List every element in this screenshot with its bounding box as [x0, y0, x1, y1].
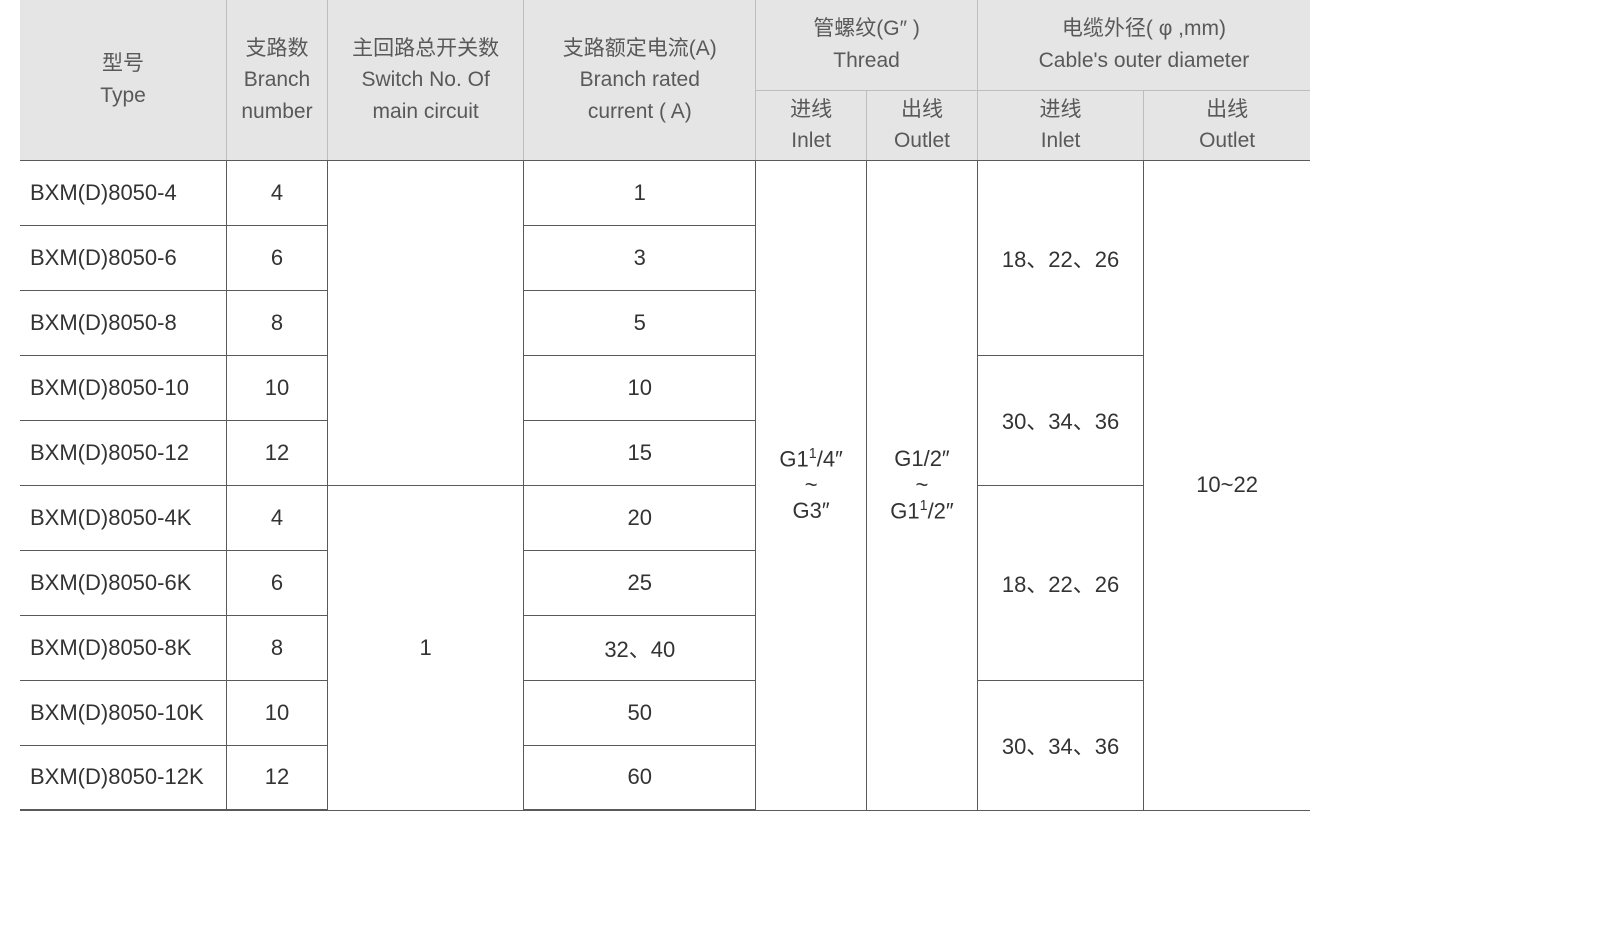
- hdr-cable-inlet: 进线 Inlet: [977, 90, 1143, 160]
- hdr-cable-cn: 电缆外径( φ ,mm): [1062, 17, 1226, 40]
- hdr-outlet-cn: 出线: [901, 98, 943, 121]
- hdr-rated: 支路额定电流(A) Branch rated current ( A): [524, 0, 756, 160]
- cell-type: BXM(D)8050-4: [20, 160, 227, 225]
- cell-rated: 15: [524, 420, 756, 485]
- hdr-cable: 电缆外径( φ ,mm) Cable's outer diameter: [977, 0, 1310, 90]
- table-body: BXM(D)8050-4 4 1 G11/4″ ~ G3″ G1/2″ ~ G1…: [20, 160, 1310, 810]
- cell-rated: 20: [524, 485, 756, 550]
- cell-rated: 5: [524, 290, 756, 355]
- hdr-type: 型号 Type: [20, 0, 227, 160]
- hdr-rated-en2: current ( A): [588, 100, 692, 123]
- hdr-outlet-cn2: 出线: [1206, 98, 1248, 121]
- cell-branch: 8: [227, 290, 328, 355]
- spec-table-container: 型号 Type 支路数 Branch number 主回路总开关数 Switch…: [0, 0, 1616, 811]
- thread-outlet-p1: G1/2″: [894, 446, 949, 471]
- cell-branch: 4: [227, 160, 328, 225]
- hdr-inlet-en2: Inlet: [1041, 129, 1081, 152]
- cell-type: BXM(D)8050-6K: [20, 550, 227, 615]
- cell-type: BXM(D)8050-6: [20, 225, 227, 290]
- hdr-switch-en2: main circuit: [373, 100, 479, 123]
- hdr-switch: 主回路总开关数 Switch No. Of main circuit: [327, 0, 524, 160]
- cell-rated: 32、40: [524, 615, 756, 680]
- hdr-inlet-en: Inlet: [791, 129, 831, 152]
- hdr-switch-en1: Switch No. Of: [361, 68, 489, 91]
- cell-branch: 12: [227, 745, 328, 810]
- cell-branch: 10: [227, 680, 328, 745]
- cell-branch: 12: [227, 420, 328, 485]
- thread-inlet-p1: G1: [779, 446, 808, 471]
- cell-branch: 6: [227, 225, 328, 290]
- cell-cable-inlet-a: 18、22、26: [977, 160, 1143, 355]
- cell-rated: 3: [524, 225, 756, 290]
- hdr-outlet-en: Outlet: [894, 129, 950, 152]
- hdr-cable-outlet: 出线 Outlet: [1144, 90, 1310, 160]
- cell-switch-bottom: 1: [327, 485, 524, 810]
- hdr-rated-cn: 支路额定电流(A): [563, 37, 717, 60]
- cell-rated: 25: [524, 550, 756, 615]
- cell-rated: 60: [524, 745, 756, 810]
- cell-branch: 4: [227, 485, 328, 550]
- hdr-inlet-cn2: 进线: [1040, 98, 1082, 121]
- cell-rated: 50: [524, 680, 756, 745]
- cell-type: BXM(D)8050-10: [20, 355, 227, 420]
- hdr-branch-en2: number: [241, 100, 312, 123]
- hdr-branch-cn: 支路数: [245, 37, 308, 60]
- cell-type: BXM(D)8050-12K: [20, 745, 227, 810]
- hdr-thread: 管螺纹(G″ ) Thread: [756, 0, 978, 90]
- cell-branch: 8: [227, 615, 328, 680]
- hdr-thread-en: Thread: [833, 49, 900, 72]
- hdr-branch: 支路数 Branch number: [227, 0, 328, 160]
- thread-inlet-p2: /4″: [817, 446, 843, 471]
- cell-cable-inlet-c: 18、22、26: [977, 485, 1143, 680]
- hdr-outlet-en2: Outlet: [1199, 129, 1255, 152]
- cell-switch-top: [327, 160, 524, 485]
- cell-cable-outlet: 10~22: [1144, 160, 1310, 810]
- cell-type: BXM(D)8050-4K: [20, 485, 227, 550]
- cell-rated: 10: [524, 355, 756, 420]
- hdr-type-en: Type: [100, 84, 146, 107]
- hdr-inlet-cn: 进线: [790, 98, 832, 121]
- table-row: BXM(D)8050-10K 10 50 30、34、36: [20, 680, 1310, 745]
- hdr-branch-en1: Branch: [244, 68, 311, 91]
- cell-type: BXM(D)8050-8K: [20, 615, 227, 680]
- spec-table: 型号 Type 支路数 Branch number 主回路总开关数 Switch…: [20, 0, 1310, 811]
- hdr-type-cn: 型号: [102, 52, 144, 75]
- hdr-rated-en1: Branch rated: [580, 68, 700, 91]
- hdr-thread-inlet: 进线 Inlet: [756, 90, 867, 160]
- thread-outlet-p3a: G1: [890, 498, 919, 523]
- cell-type: BXM(D)8050-10K: [20, 680, 227, 745]
- thread-inlet-sup: 1: [809, 446, 817, 462]
- cell-type: BXM(D)8050-8: [20, 290, 227, 355]
- cell-type: BXM(D)8050-12: [20, 420, 227, 485]
- table-header: 型号 Type 支路数 Branch number 主回路总开关数 Switch…: [20, 0, 1310, 160]
- thread-outlet-tilde: ~: [916, 472, 929, 497]
- thread-outlet-p3b: /2″: [928, 498, 954, 523]
- cell-thread-inlet: G11/4″ ~ G3″: [756, 160, 867, 810]
- hdr-thread-cn: 管螺纹(G″ ): [813, 17, 920, 40]
- hdr-switch-cn: 主回路总开关数: [352, 37, 499, 60]
- cell-branch: 6: [227, 550, 328, 615]
- cell-branch: 10: [227, 355, 328, 420]
- hdr-cable-en: Cable's outer diameter: [1039, 49, 1250, 72]
- cell-cable-inlet-b: 30、34、36: [977, 355, 1143, 485]
- cell-rated: 1: [524, 160, 756, 225]
- hdr-thread-outlet: 出线 Outlet: [867, 90, 978, 160]
- cell-thread-outlet: G1/2″ ~ G11/2″: [867, 160, 978, 810]
- thread-outlet-sup: 1: [920, 498, 928, 514]
- thread-inlet-tilde: ~: [805, 472, 818, 497]
- table-row: BXM(D)8050-4 4 1 G11/4″ ~ G3″ G1/2″ ~ G1…: [20, 160, 1310, 225]
- table-row: BXM(D)8050-10 10 10 30、34、36: [20, 355, 1310, 420]
- table-row: BXM(D)8050-4K 4 1 20 18、22、26: [20, 485, 1310, 550]
- cell-cable-inlet-d: 30、34、36: [977, 680, 1143, 810]
- thread-inlet-p3: G3″: [793, 498, 830, 523]
